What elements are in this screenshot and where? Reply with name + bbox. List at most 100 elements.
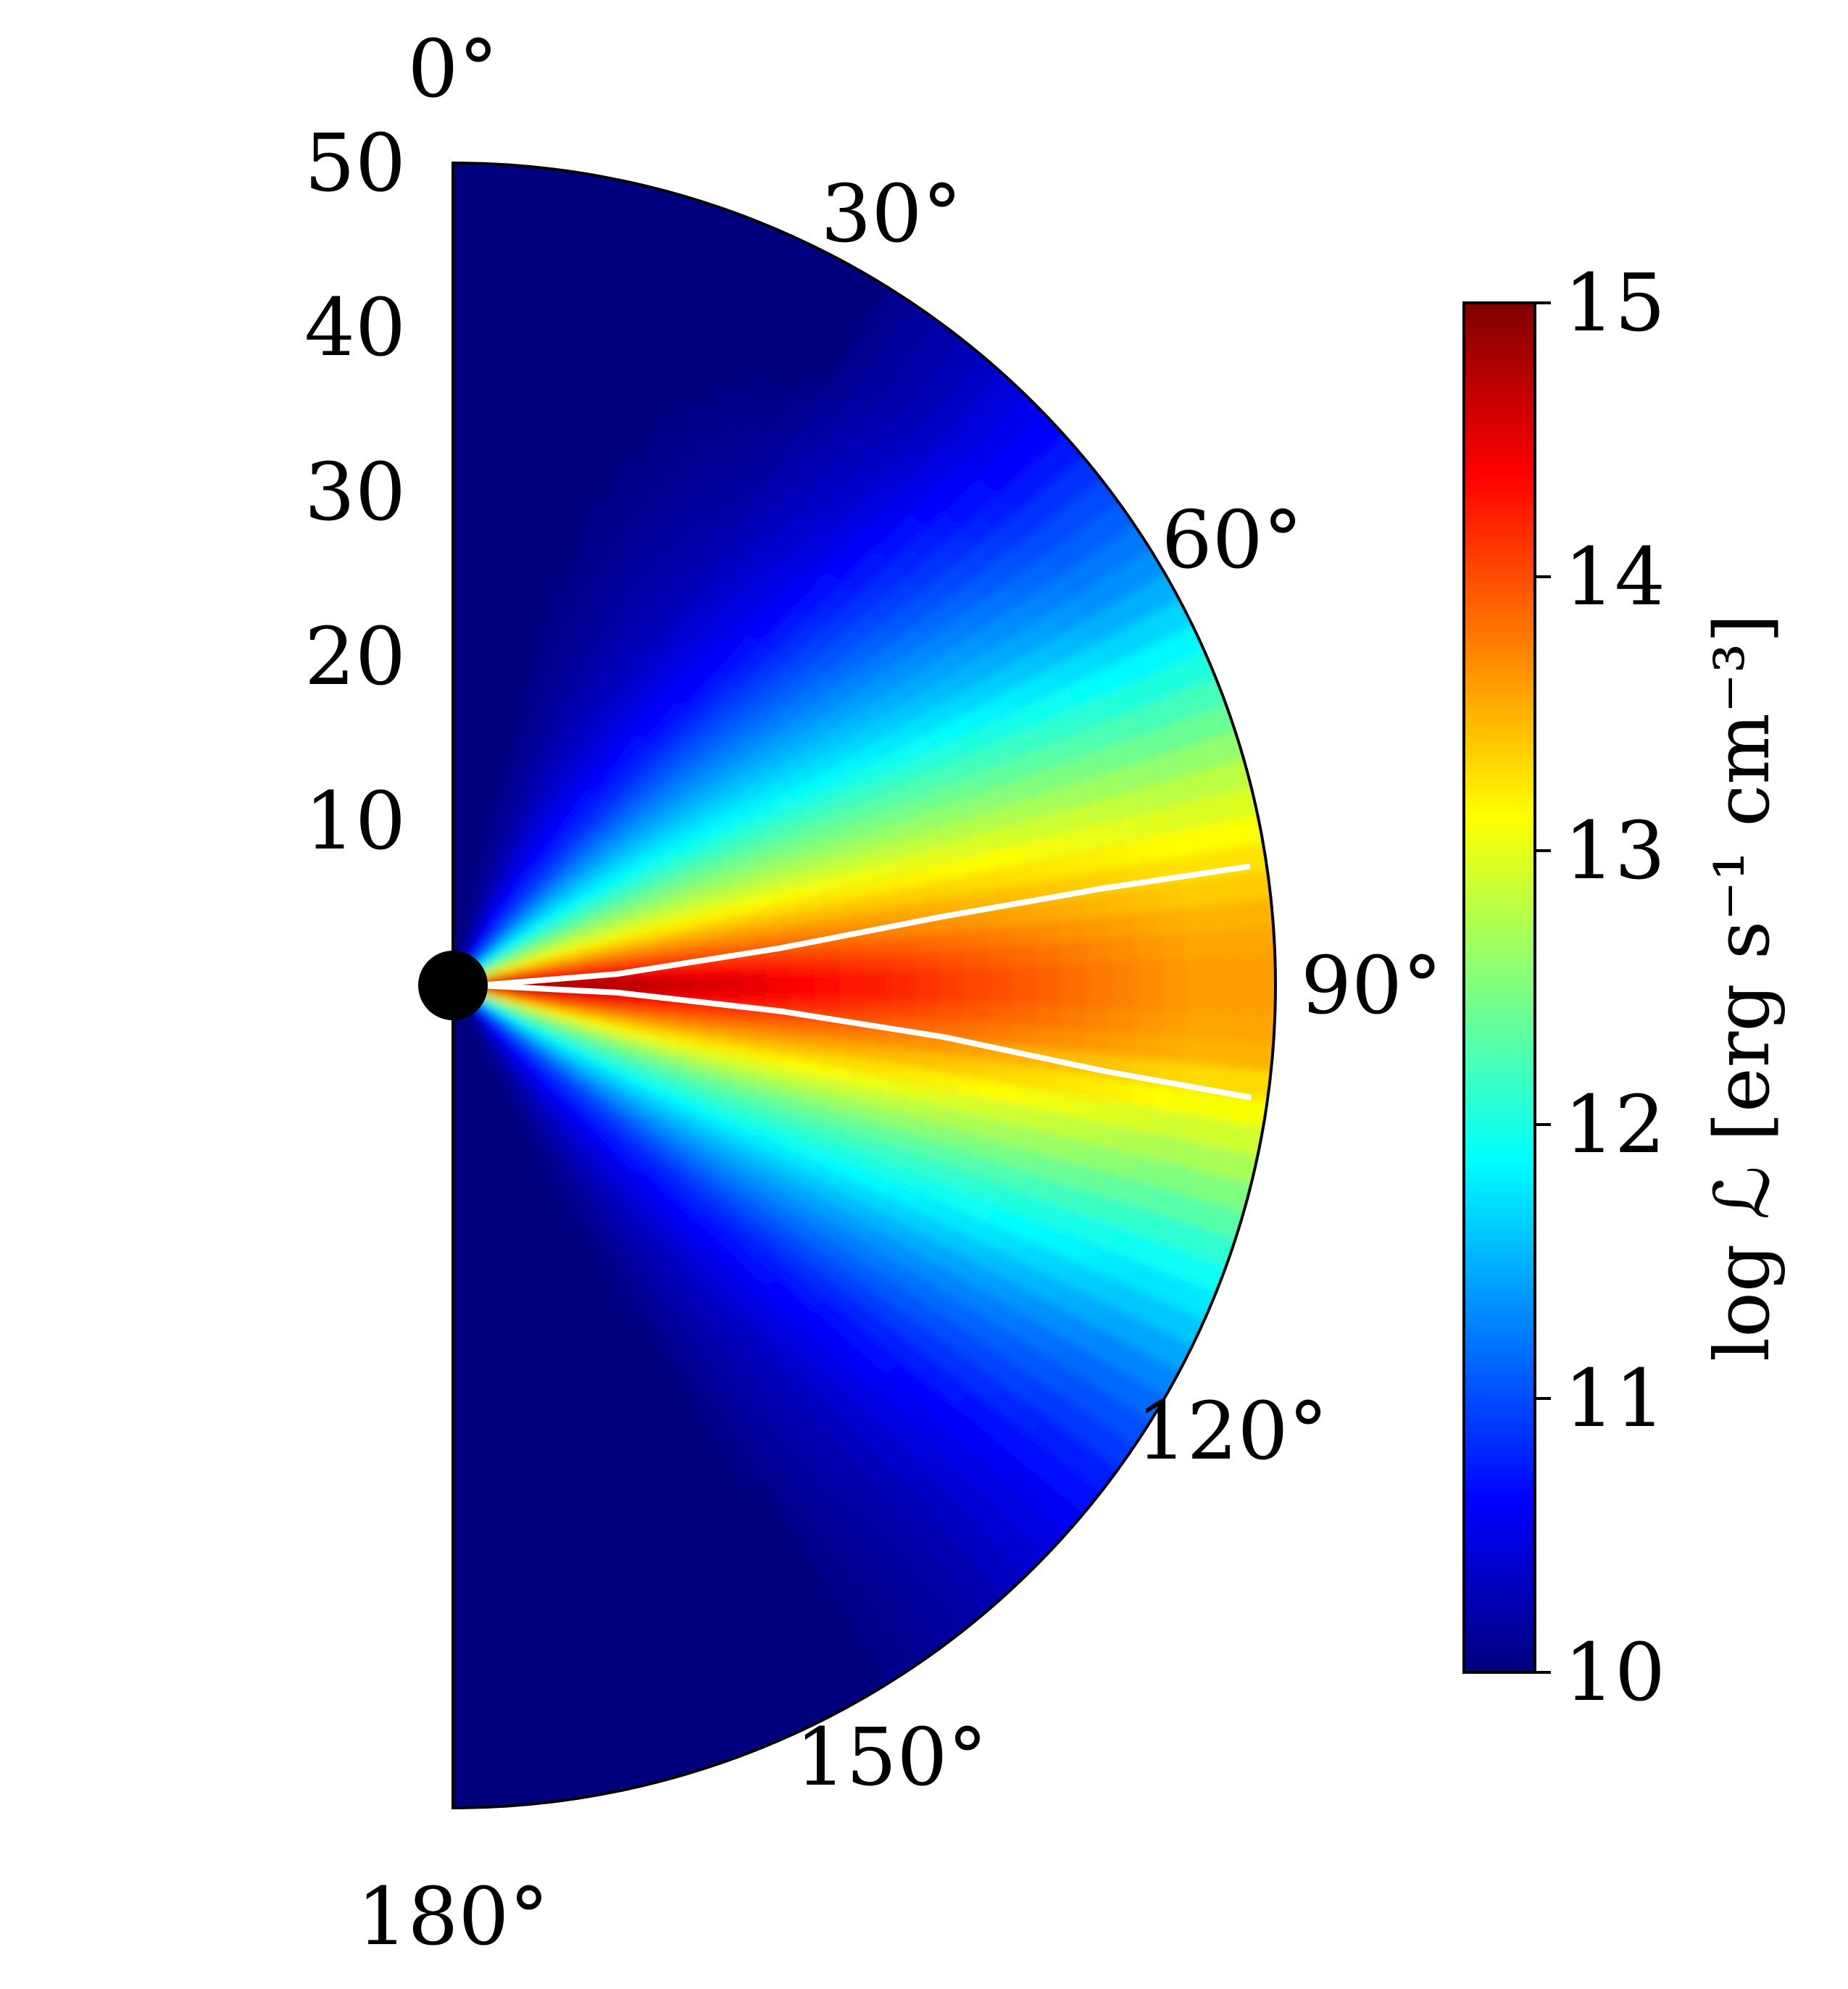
heatmap-cell (1109, 711, 1141, 744)
heatmap-cell (1052, 597, 1087, 632)
heatmap-cell (825, 657, 855, 687)
heatmap-cell (516, 960, 541, 970)
heatmap-cell (640, 542, 666, 572)
heatmap-cell (720, 416, 751, 449)
heatmap-cell (530, 1068, 550, 1090)
heatmap-cell (625, 898, 652, 915)
heatmap-cell (815, 972, 840, 985)
heatmap-cell (723, 817, 751, 839)
heatmap-cell (894, 1314, 925, 1346)
heatmap-cell (528, 1033, 551, 1050)
heatmap-cell (630, 739, 654, 765)
heatmap-cell (955, 1151, 985, 1177)
heatmap-cell (896, 1268, 928, 1298)
heatmap-cell (588, 1112, 612, 1134)
heatmap-cell (836, 1025, 862, 1043)
heatmap-cell (675, 680, 702, 709)
heatmap-cell (520, 1043, 541, 1063)
heatmap-cell (528, 921, 551, 938)
heatmap-cell (1015, 1472, 1052, 1509)
heatmap-cell (621, 1111, 646, 1133)
heatmap-cell (723, 1132, 751, 1154)
heatmap-cell (650, 520, 677, 550)
heatmap-cell (541, 962, 567, 970)
heatmap-cell (1076, 1073, 1105, 1100)
heatmap-cell (553, 1170, 573, 1196)
heatmap-cell (1010, 944, 1037, 967)
heatmap-cell (960, 929, 986, 950)
heatmap-cell (590, 1144, 613, 1169)
heatmap-cell (971, 767, 1002, 794)
heatmap-cell (678, 716, 704, 743)
heatmap-cell (584, 1028, 609, 1042)
heatmap-cell (862, 827, 891, 851)
heatmap-cell (1085, 797, 1116, 827)
heatmap-cell (1025, 1380, 1060, 1416)
heatmap-cell (794, 372, 828, 407)
contour-upper (486, 863, 1251, 988)
heatmap-cell (971, 850, 1000, 875)
heatmap-cell (1187, 796, 1218, 828)
heatmap-cell (752, 522, 782, 554)
heatmap-cell (1040, 738, 1072, 770)
heatmap-cell (839, 1112, 868, 1135)
heatmap-cell (1091, 820, 1121, 849)
heatmap-cell (670, 743, 696, 769)
heatmap-cell (957, 911, 985, 933)
heatmap-cell (1193, 822, 1223, 854)
heatmap-cell (630, 1043, 657, 1059)
heatmap-cell (662, 935, 688, 948)
heatmap-cell (548, 1046, 572, 1064)
heatmap-cell (678, 1194, 704, 1220)
heatmap-cell (1052, 1466, 1089, 1504)
heatmap-cell (691, 976, 717, 985)
heatmap-cell (575, 1091, 598, 1112)
heatmap-cell (596, 808, 619, 832)
heatmap-cell (990, 636, 1023, 669)
heatmap-cell (736, 931, 763, 946)
heatmap-cell (566, 1063, 590, 1083)
heatmap-cell (517, 998, 542, 1008)
heatmap-cell (586, 495, 611, 525)
heatmap-cell (510, 1083, 528, 1107)
heatmap-cell (765, 996, 791, 1009)
heatmap-cell (987, 985, 1012, 1005)
heatmap-cell (1144, 1108, 1174, 1138)
heatmap-cell (905, 642, 938, 673)
heatmap-cell (1070, 1481, 1108, 1519)
heatmap-cell (728, 827, 757, 848)
heatmap-cell (778, 1133, 807, 1155)
heatmap-cell (1011, 623, 1044, 656)
heatmap-cell (738, 1154, 767, 1177)
heatmap-cell (492, 1065, 507, 1089)
heatmap-cell (670, 1355, 697, 1385)
heatmap-cell (912, 1001, 938, 1019)
heatmap-cell (695, 1211, 723, 1237)
heatmap-cell (868, 1543, 904, 1578)
heatmap-cell (706, 906, 733, 922)
heatmap-cell (651, 896, 678, 913)
heatmap-cell (630, 564, 655, 594)
heatmap-cell (612, 939, 638, 951)
heatmap-cell (686, 689, 712, 717)
heatmap-cell (615, 1187, 638, 1212)
heatmap-cell (805, 1269, 836, 1298)
heatmap-cell (941, 1408, 976, 1443)
heatmap-cell (611, 933, 637, 946)
heatmap-cell (590, 682, 612, 710)
heatmap-cell (614, 1014, 640, 1025)
heatmap-cell (740, 963, 765, 976)
heatmap-cell (591, 1004, 616, 1014)
heatmap-cell (915, 1236, 947, 1265)
heatmap-cell (1091, 1122, 1121, 1151)
heatmap-cell (662, 735, 688, 761)
heatmap-cell (783, 1121, 812, 1143)
heatmap-cell (1115, 1127, 1145, 1157)
heatmap-cell (882, 905, 910, 925)
heatmap-cell (1241, 812, 1271, 846)
heatmap-cell (752, 553, 783, 584)
heatmap-cell (918, 1564, 956, 1601)
heatmap-cell (813, 1297, 844, 1327)
heatmap-cell (903, 884, 931, 906)
heatmap-cell (978, 785, 1009, 813)
